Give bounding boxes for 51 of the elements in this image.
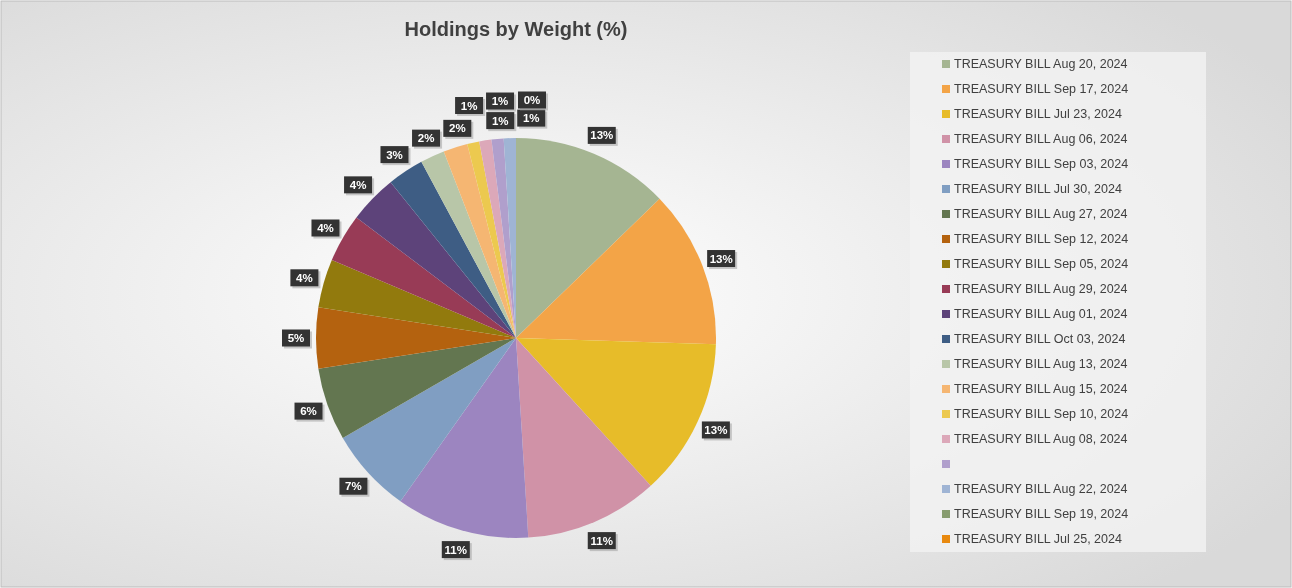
- data-label: 4%: [296, 271, 313, 284]
- data-label: 1%: [460, 99, 478, 112]
- pie-slice: [318, 260, 516, 338]
- data-label: 3%: [386, 148, 403, 161]
- data-label: 1%: [491, 114, 509, 127]
- legend-label: TREASURY BILL Sep 17, 2024: [954, 82, 1129, 96]
- chart-title: Holdings by Weight (%): [404, 18, 628, 40]
- pie-slice: [467, 141, 516, 338]
- legend-label: TREASURY BILL Aug 08, 2024: [954, 432, 1128, 446]
- legend-label: TREASURY BILL Aug 22, 2024: [954, 482, 1128, 496]
- data-label: 7%: [345, 480, 362, 493]
- legend-label: TREASURY BILL Aug 01, 2024: [954, 307, 1128, 321]
- data-label: 11%: [444, 543, 467, 556]
- legend-label: TREASURY BILL Sep 19, 2024: [954, 507, 1129, 521]
- data-label: 11%: [590, 534, 613, 547]
- legend-label: TREASURY BILL Sep 03, 2024: [954, 157, 1129, 171]
- legend-label: TREASURY BILL Jul 30, 2024: [954, 182, 1122, 196]
- legend-label: TREASURY BILL Jul 25, 2024: [954, 532, 1122, 546]
- legend-label: TREASURY BILL Sep 12, 2024: [954, 232, 1129, 246]
- pie-slice: [479, 139, 516, 338]
- data-label: 13%: [709, 252, 733, 265]
- data-label: 13%: [704, 423, 728, 436]
- data-label: 4%: [317, 222, 334, 234]
- pie-slice: [316, 307, 516, 369]
- data-label: 13%: [590, 129, 614, 142]
- pie-slice: [516, 138, 660, 338]
- pie-slice: [400, 338, 529, 538]
- legend-label: TREASURY BILL Sep 10, 2024: [954, 407, 1129, 421]
- legend-label: TREASURY BILL Jul 23, 2024: [954, 107, 1122, 121]
- pie-slice: [421, 151, 516, 338]
- data-label: 1%: [522, 112, 540, 125]
- legend-label: TREASURY BILL Aug 13, 2024: [954, 357, 1128, 371]
- legend-label: TREASURY BILL Aug 29, 2024: [954, 282, 1128, 296]
- pie-slice: [443, 144, 516, 338]
- legend-label: TREASURY BILL Sep 05, 2024: [954, 257, 1129, 271]
- data-label: 6%: [300, 405, 317, 418]
- text: 0%: [523, 94, 541, 106]
- pie-slice: [516, 338, 651, 538]
- data-label: 5%: [287, 332, 305, 344]
- data-label: 1%: [491, 95, 509, 108]
- data-label: 2%: [448, 122, 466, 135]
- legend-label: TREASURY BILL Aug 06, 2024: [954, 132, 1128, 146]
- data-label: 4%: [349, 178, 367, 191]
- legend-label: TREASURY BILL Aug 27, 2024: [954, 207, 1128, 221]
- legend-label: TREASURY BILL Oct 03, 2024: [954, 332, 1126, 346]
- legend-label: TREASURY BILL Aug 15, 2024: [954, 382, 1128, 396]
- pie-slice: [318, 338, 516, 438]
- pie-slice: [390, 161, 516, 338]
- data-label: 2%: [417, 132, 435, 145]
- pie-slice: [342, 338, 516, 502]
- legend-label: TREASURY BILL Aug 20, 2024: [954, 57, 1128, 71]
